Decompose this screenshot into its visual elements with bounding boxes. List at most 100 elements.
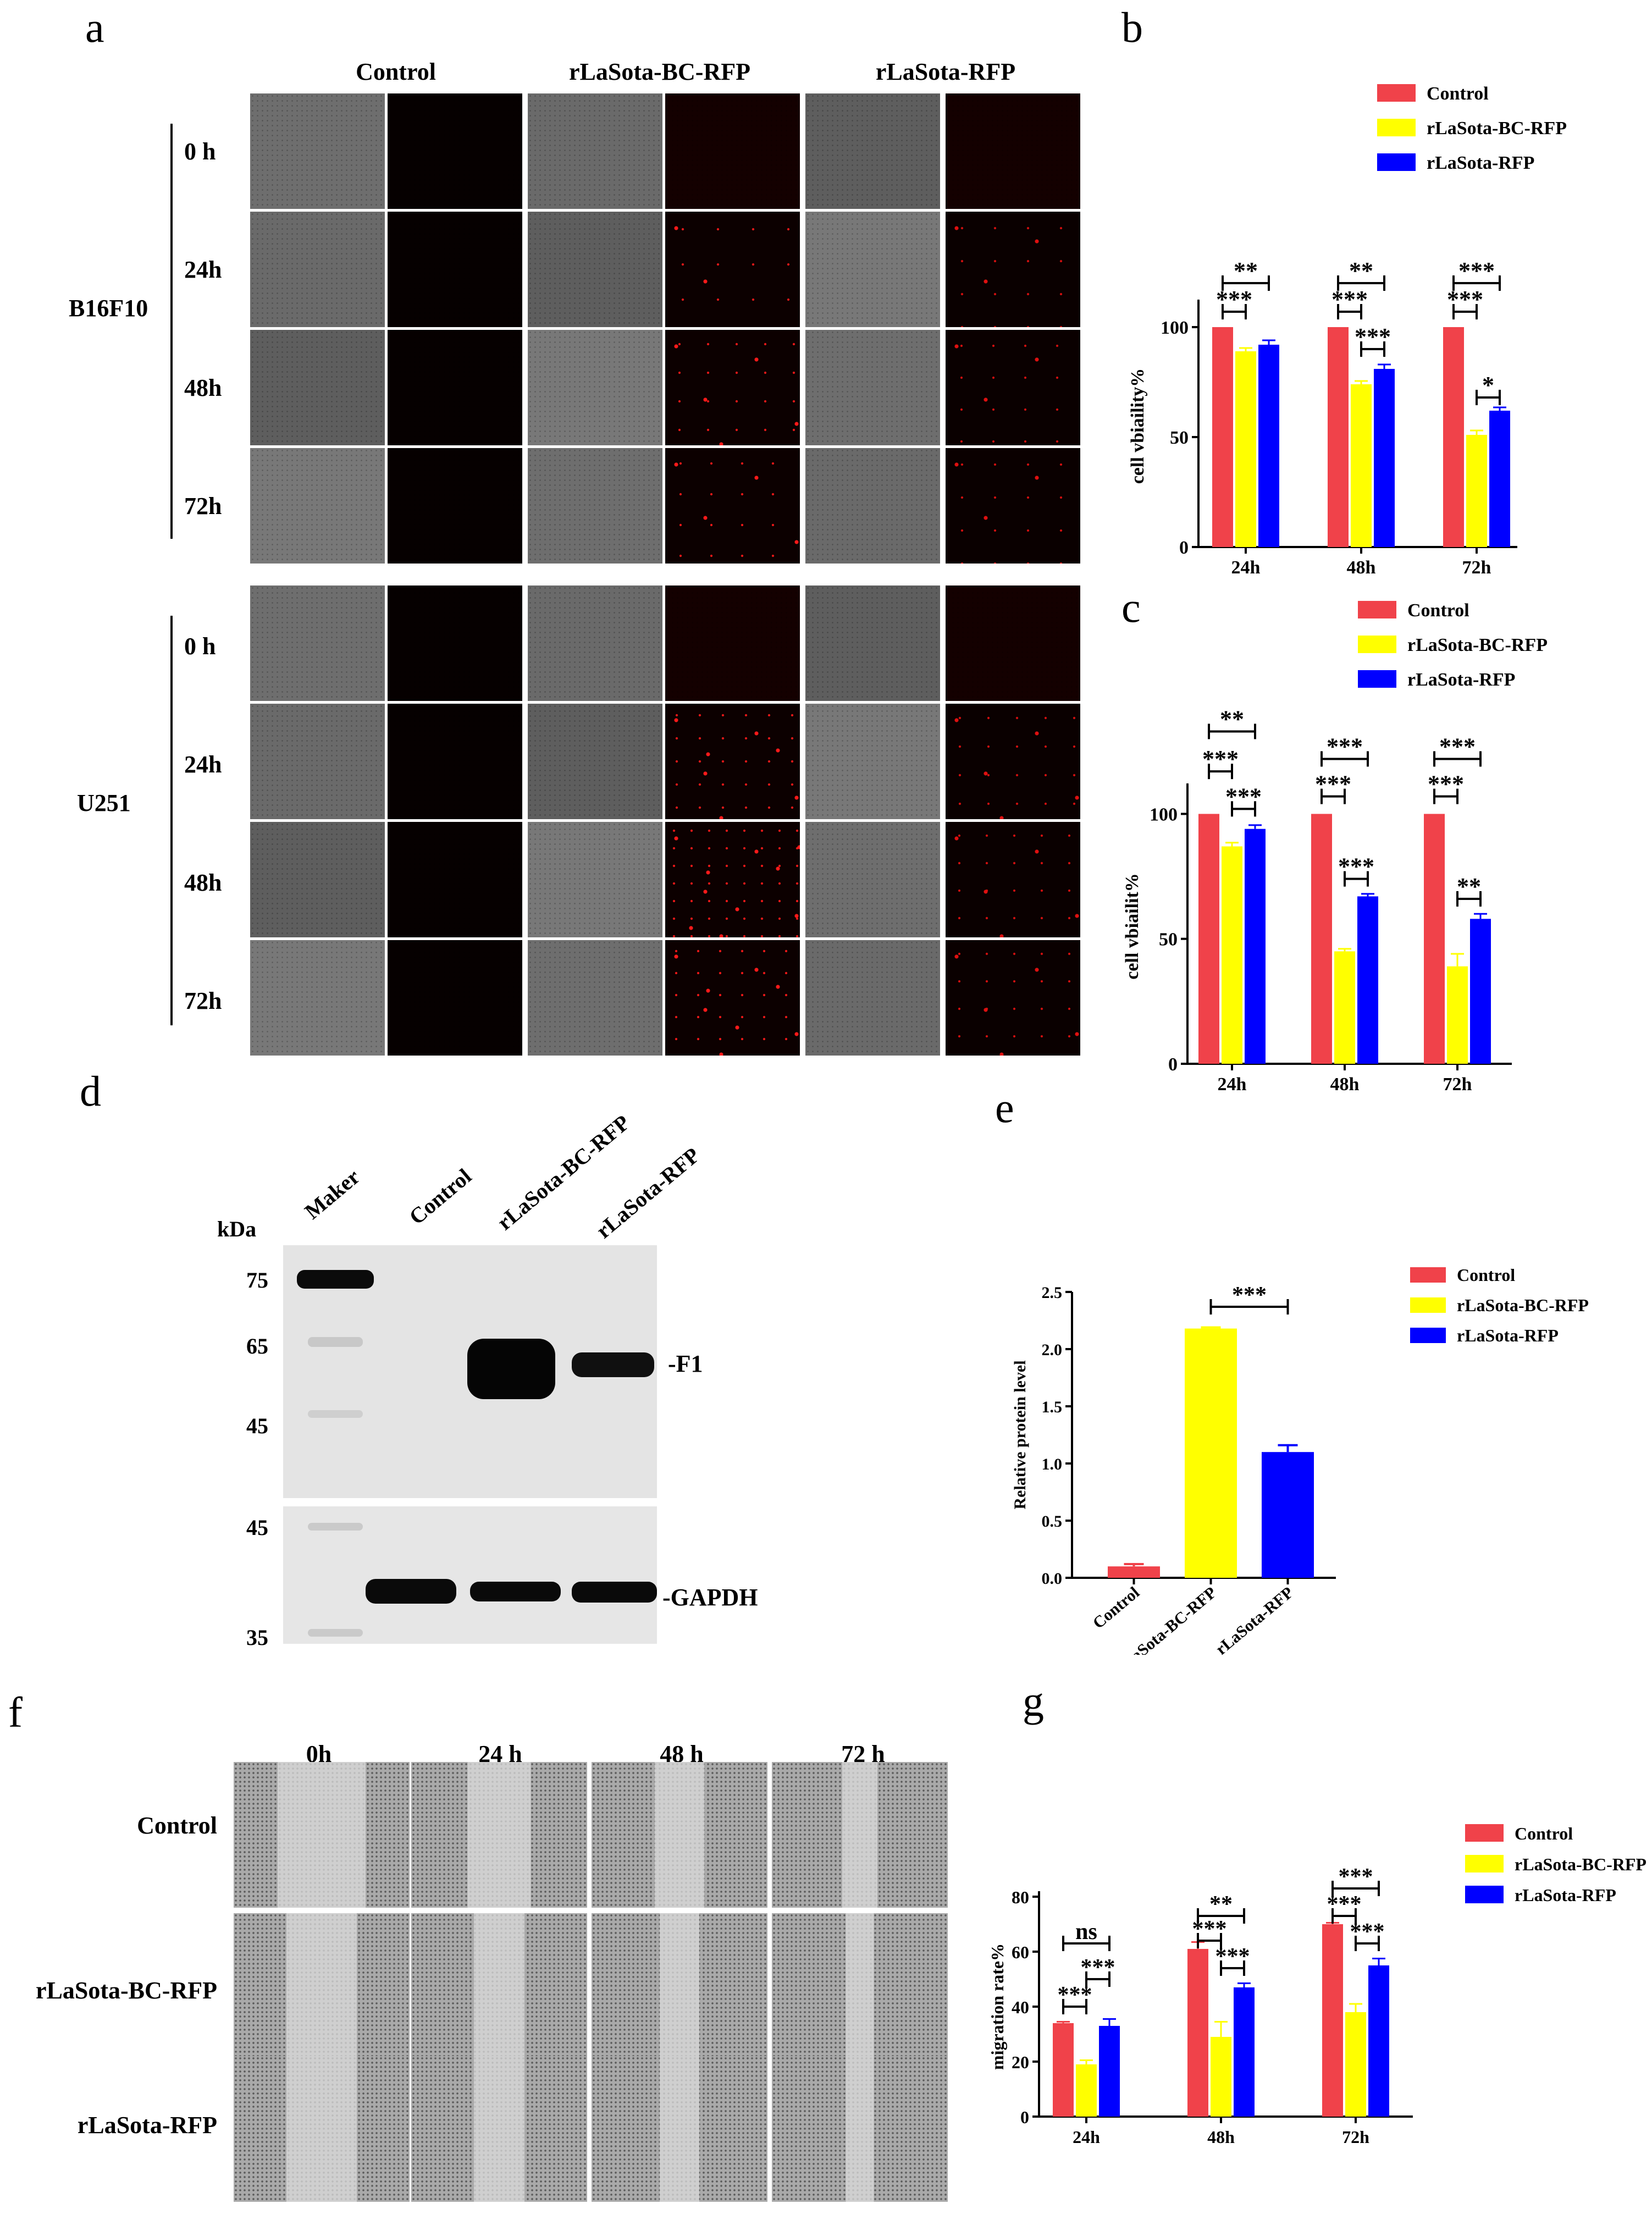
u251-time-48h: 48h	[184, 869, 222, 896]
f1-band-rfp	[572, 1352, 654, 1377]
sig-label: ***	[1355, 323, 1391, 350]
tile-b16f10-control-fluor-3	[388, 448, 522, 564]
bar-rLaSota-BC-RFP	[1185, 1328, 1237, 1578]
marker-band-45-lower	[308, 1523, 363, 1531]
bar-rLaSota-BC-RFP-24h	[1076, 2064, 1097, 2117]
wound-tile-2-2	[592, 2056, 767, 2202]
sig-label: ***	[1232, 1283, 1267, 1308]
bar-Control-48h	[1328, 327, 1349, 547]
x-tick-label: 72h	[1342, 2127, 1369, 2147]
col-header-control: Control	[356, 58, 436, 85]
y-tick-label: 0.0	[1042, 1570, 1063, 1588]
lane-label-maker: Maker	[300, 1164, 364, 1224]
legend-label-2: rLaSota-RFP	[1457, 1325, 1559, 1345]
sig-label: ***	[1216, 286, 1252, 313]
y-tick-label: 0.5	[1042, 1512, 1063, 1531]
gapdh-band-rfp	[572, 1582, 657, 1603]
kda-45: 45	[246, 1413, 268, 1438]
tile-b16f10-control-bright-2	[250, 330, 385, 445]
wound-tile-1-2	[592, 1913, 767, 2059]
x-tick-label: 72h	[1462, 557, 1491, 578]
tile-b16f10-control-bright-0	[250, 93, 385, 209]
kda-35: 35	[246, 1625, 268, 1650]
y-tick-label: 2.5	[1042, 1284, 1063, 1302]
panel-letter-c: c	[1121, 583, 1141, 631]
sig-label: *	[1482, 372, 1494, 399]
bar-rLaSota-BC-RFP-24h	[1235, 351, 1256, 547]
b16-time-0h: 0 h	[184, 138, 216, 165]
y-tick-label: 50	[1170, 428, 1189, 448]
tile-u251-rfp-bright-2	[805, 822, 940, 937]
sig-label: ns	[1075, 1919, 1097, 1945]
bar-Control-72h	[1443, 327, 1464, 547]
wound-tile-0-0	[234, 1762, 410, 1908]
bar-Control-48h	[1311, 814, 1332, 1064]
f-row-control: Control	[137, 1812, 217, 1839]
panel-letter-a: a	[85, 3, 104, 51]
bar-Control-24h	[1198, 814, 1219, 1064]
col-header-bc-rfp: rLaSota-BC-RFP	[569, 58, 750, 85]
tile-u251-bc-fluor-3	[665, 940, 800, 1056]
sig-label: ***	[1338, 853, 1374, 880]
legend-swatch-1	[1377, 119, 1416, 136]
blot-bottom	[283, 1506, 657, 1644]
bar-rLaSota-BC-RFP-72h	[1345, 2012, 1366, 2117]
x-tick-label: 48h	[1207, 2127, 1235, 2147]
wound-tile-2-0	[234, 2056, 410, 2202]
tile-u251-control-fluor-3	[388, 940, 522, 1056]
chart-b: 0 50 100 cell vbiaility% 24h 48h 72h ** *** ** ***…	[1121, 55, 1649, 594]
legend-swatch-2	[1358, 670, 1396, 688]
tile-u251-bc-bright-2	[528, 822, 662, 937]
kda-label: kDa	[217, 1217, 257, 1241]
tile-b16f10-rfp-fluor-3	[946, 448, 1080, 564]
panel-letter-d: d	[80, 1067, 101, 1115]
sig-label: ***	[1350, 1919, 1385, 1945]
f-row-rfp: rLaSota-RFP	[77, 2112, 217, 2139]
y-axis-label: migration rate%	[987, 1943, 1007, 2070]
sig-label: ***	[1331, 286, 1368, 313]
legend-swatch-0	[1410, 1267, 1446, 1283]
chart-e-svg: 0.0 0.5 1.0 1.5 2.0 2.5 Relative protein level…	[1011, 1265, 1589, 1677]
tile-u251-bc-bright-1	[528, 704, 662, 819]
sig-label: **	[1349, 257, 1373, 284]
wound-tile-0-2	[592, 1762, 767, 1908]
bar-rLaSota-RFP	[1262, 1452, 1314, 1578]
b16-time-24h: 24h	[184, 256, 222, 283]
chart-g: 0 20 40 60 80 migration rate% 24h 48h 72h ns *** **…	[984, 1726, 1649, 2212]
tile-u251-bc-bright-0	[528, 585, 662, 701]
tile-b16f10-bc-bright-0	[528, 93, 662, 209]
x-tick-label: 24h	[1231, 557, 1261, 578]
sig-label: ***	[1458, 257, 1495, 284]
legend-swatch-0	[1358, 601, 1396, 618]
tile-b16f10-control-fluor-2	[388, 330, 522, 445]
marker-band-75	[297, 1270, 374, 1289]
tile-u251-rfp-fluor-0	[946, 585, 1080, 701]
sig-label: **	[1234, 257, 1258, 284]
tile-b16f10-rfp-fluor-2	[946, 330, 1080, 445]
tile-u251-control-bright-1	[250, 704, 385, 819]
bar-Control-24h	[1053, 2023, 1074, 2117]
y-tick-label: 1.0	[1042, 1455, 1063, 1473]
tile-u251-rfp-fluor-1	[946, 704, 1080, 819]
x-tick-label: 24h	[1073, 2127, 1100, 2147]
x-tick-label: 48h	[1330, 1074, 1360, 1095]
y-tick-label: 80	[1012, 1887, 1029, 1907]
x-tick-label: rLaSota-RFP	[1212, 1583, 1297, 1655]
wound-tile-2-1	[411, 2056, 587, 2202]
tile-b16f10-rfp-fluor-0	[946, 93, 1080, 209]
lane-label-control: Control	[404, 1163, 476, 1230]
legend-label-1: rLaSota-BC-RFP	[1427, 118, 1567, 139]
y-tick-label: 60	[1012, 1942, 1029, 1962]
col-header-rfp: rLaSota-RFP	[875, 58, 1016, 85]
y-tick-label: 2.0	[1042, 1341, 1063, 1359]
legend-swatch-2	[1377, 153, 1416, 171]
tile-b16f10-bc-bright-2	[528, 330, 662, 445]
tile-u251-bc-bright-3	[528, 940, 662, 1056]
y-tick-label: 50	[1159, 930, 1178, 950]
legend-label-1: rLaSota-BC-RFP	[1457, 1295, 1589, 1315]
tile-b16f10-control-bright-3	[250, 448, 385, 564]
wound-tile-1-3	[772, 1913, 948, 2059]
tile-b16f10-rfp-bright-1	[805, 212, 940, 327]
